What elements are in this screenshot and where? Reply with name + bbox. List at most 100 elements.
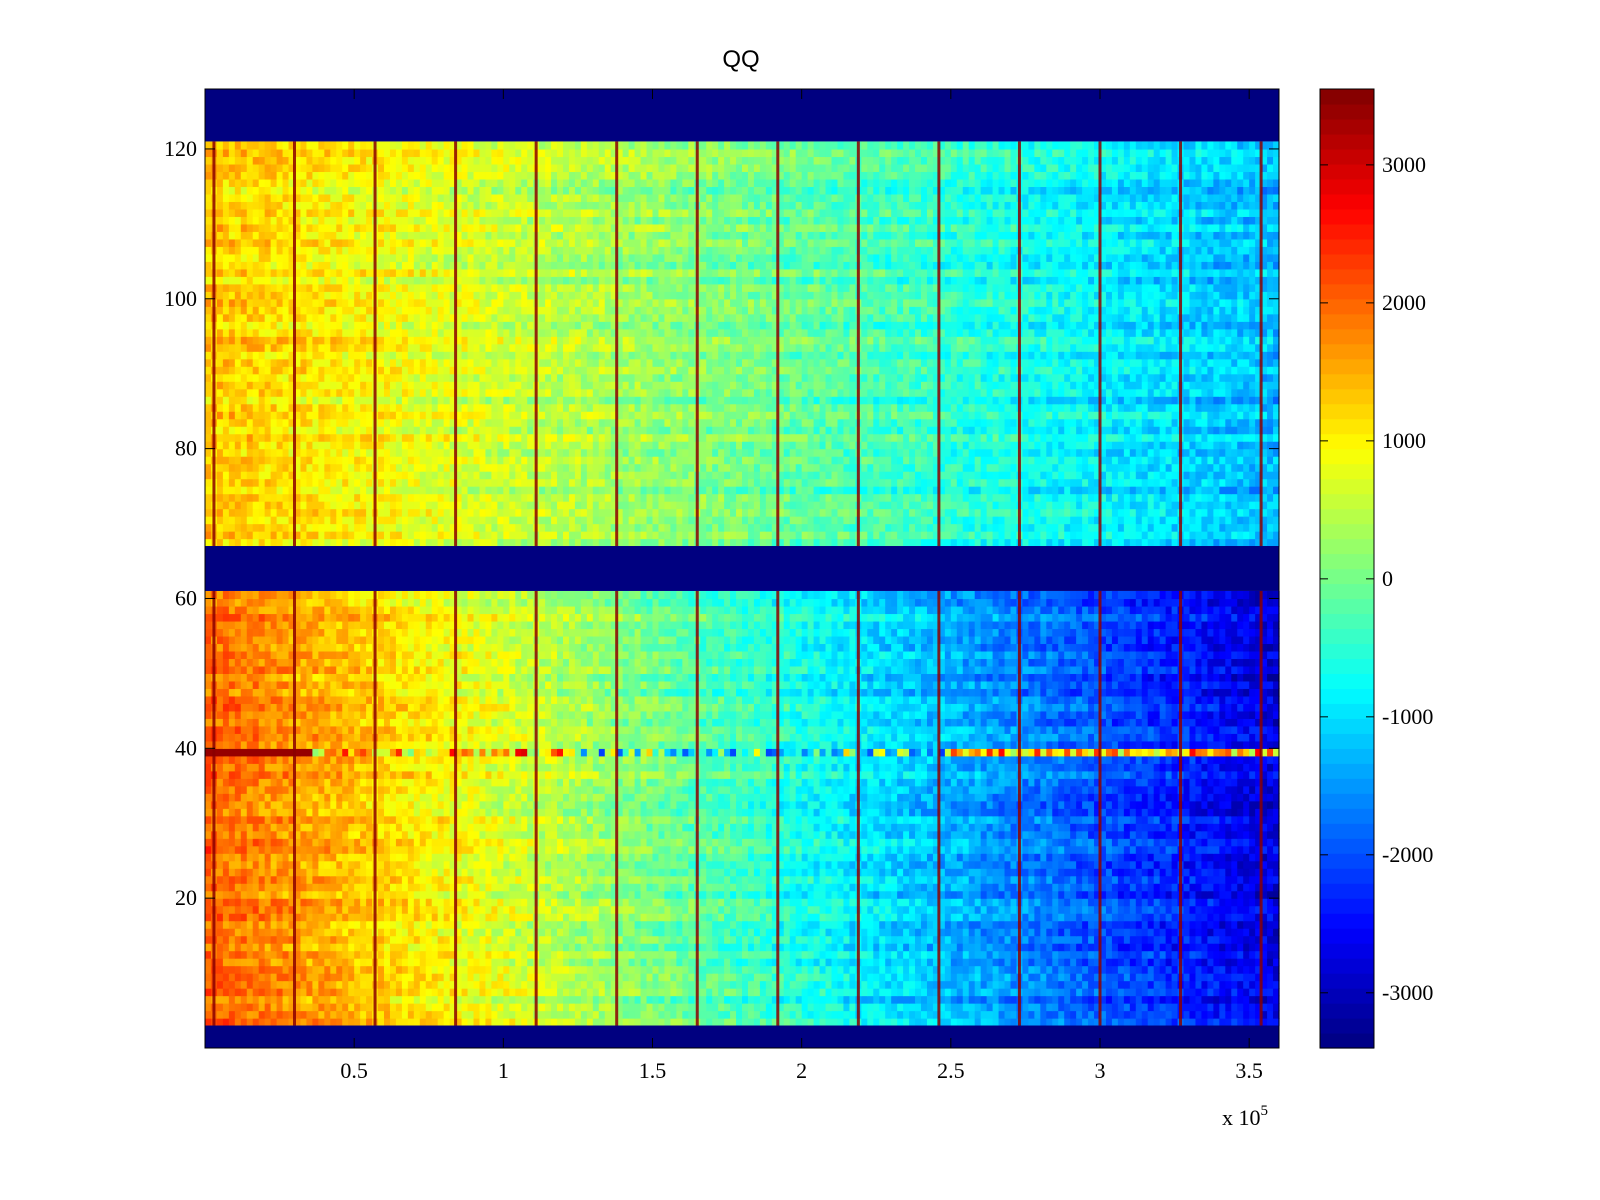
heatmap-cell	[557, 958, 564, 967]
heatmap-cell	[407, 1010, 415, 1019]
heatmap-cell	[813, 943, 821, 952]
heatmap-cell	[771, 883, 779, 892]
heatmap-cell	[580, 958, 588, 967]
heatmap-cell	[360, 995, 367, 1004]
heatmap-cell	[730, 853, 737, 862]
heatmap-cell	[843, 1018, 850, 1027]
heatmap-cell	[360, 958, 367, 967]
heatmap-cell	[825, 920, 833, 929]
heatmap-cell	[879, 898, 886, 907]
heatmap-cell	[1064, 838, 1071, 847]
heatmap-cell	[389, 965, 397, 974]
heatmap-cell	[300, 890, 308, 899]
heatmap-cell	[300, 950, 308, 959]
heatmap-cell	[1004, 958, 1012, 967]
heatmap-cell	[598, 830, 606, 839]
heatmap-cell	[724, 845, 731, 854]
heatmap-cell	[521, 883, 528, 892]
heatmap-cell	[216, 988, 224, 997]
heatmap-cell	[205, 1018, 212, 1027]
heatmap-row	[205, 995, 1280, 1004]
heatmap-cell	[240, 890, 248, 899]
heatmap-cell	[586, 995, 594, 1004]
heatmap-cell	[407, 913, 415, 922]
heatmap-cell	[1117, 853, 1125, 862]
heatmap-cell	[294, 920, 302, 929]
heatmap-cell	[1159, 920, 1167, 929]
heatmap-cell	[574, 823, 582, 832]
heatmap-cell	[1082, 935, 1089, 944]
heatmap-cell	[509, 1003, 516, 1012]
heatmap-cell	[968, 928, 976, 937]
heatmap-cell	[568, 965, 576, 974]
heatmap-cell	[491, 980, 498, 989]
heatmap-cell	[1058, 1010, 1065, 1019]
heatmap-cell	[228, 1010, 236, 1019]
heatmap-cell	[664, 823, 671, 832]
heatmap-cell	[384, 958, 391, 967]
heatmap-cell	[909, 853, 916, 862]
heatmap-cell	[980, 845, 988, 854]
heatmap-cell	[664, 973, 671, 982]
heatmap-cell	[724, 905, 731, 914]
heatmap-cell	[557, 875, 564, 884]
heatmap-cell	[986, 988, 994, 997]
heatmap-cell	[443, 935, 451, 944]
heatmap-cell	[503, 898, 510, 907]
heatmap-cell	[801, 830, 809, 839]
heatmap-cell	[759, 980, 767, 989]
heatmap-cell	[742, 883, 749, 892]
heatmap-cell	[545, 890, 552, 899]
heatmap-cell	[551, 980, 558, 989]
heatmap-cell	[664, 1003, 671, 1012]
heatmap-cell	[759, 860, 767, 869]
heatmap-cell	[318, 1003, 325, 1012]
heatmap-cell	[1100, 928, 1107, 937]
heatmap-cell	[682, 920, 689, 929]
heatmap-cell	[419, 905, 427, 914]
heatmap-cell	[736, 860, 743, 869]
heatmap-cell	[610, 898, 618, 907]
heatmap-cell	[240, 913, 248, 922]
heatmap-cell	[1219, 943, 1226, 952]
heatmap-cell	[1237, 1003, 1244, 1012]
heatmap-cell	[1201, 868, 1208, 877]
heatmap-cell	[1255, 868, 1262, 877]
heatmap-cell	[270, 845, 278, 854]
heatmap-cell	[425, 853, 433, 862]
heatmap-cell	[461, 958, 469, 967]
heatmap-cell	[342, 1003, 349, 1012]
heatmap-cell	[264, 860, 272, 869]
heatmap-cell	[777, 1010, 785, 1019]
heatmap-cell	[616, 988, 624, 997]
heatmap-cell	[986, 830, 994, 839]
heatmap-cell	[1153, 973, 1161, 982]
heatmap-cell	[604, 935, 612, 944]
heatmap-cell	[783, 988, 791, 997]
heatmap-cell	[891, 958, 898, 967]
heatmap-cell	[467, 838, 475, 847]
heatmap-cell	[956, 980, 964, 989]
heatmap-cell	[962, 830, 970, 839]
heatmap-cell	[604, 845, 612, 854]
heatmap-cell	[926, 890, 934, 899]
heatmap-cell	[825, 980, 833, 989]
heatmap-cell	[861, 905, 868, 914]
heatmap-cell	[944, 973, 952, 982]
heatmap-cell	[921, 898, 928, 907]
heatmap-cell	[1243, 860, 1250, 869]
heatmap-cell	[521, 905, 528, 914]
heatmap-cell	[336, 845, 343, 854]
heatmap-cell	[1070, 995, 1077, 1004]
heatmap-cell	[1046, 1010, 1053, 1019]
heatmap-cell	[276, 928, 284, 937]
heatmap-cell	[509, 875, 516, 884]
heatmap-cell	[962, 958, 970, 967]
heatmap-cell	[652, 838, 660, 847]
heatmap-cell	[664, 860, 671, 869]
heatmap-cell	[610, 913, 618, 922]
heatmap-cell	[795, 980, 803, 989]
heatmap-cell	[1129, 980, 1137, 989]
heatmap-cell	[437, 815, 445, 824]
heatmap-cell	[664, 935, 671, 944]
